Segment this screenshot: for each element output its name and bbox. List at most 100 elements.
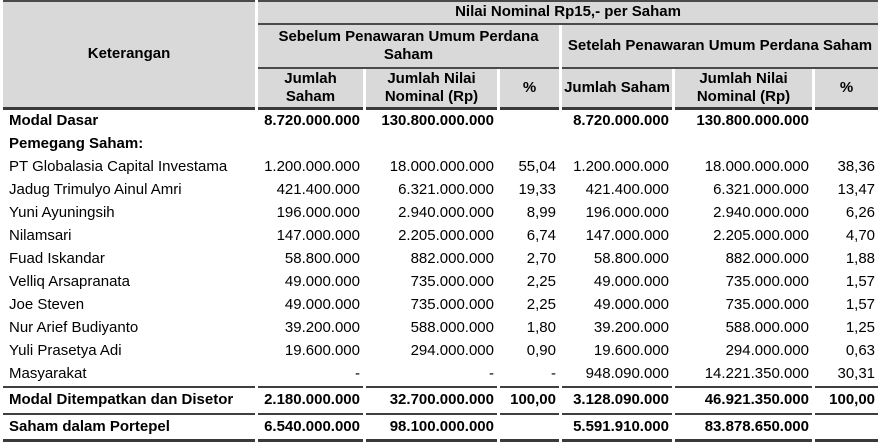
row-cell: 39.200.000 xyxy=(593,319,669,337)
row-cell: 19.600.000 xyxy=(593,342,669,360)
table-row: Fuad Iskandar 58.800.000 882.000.000 2,7… xyxy=(3,248,878,271)
row-cell: 735.000.000 xyxy=(410,273,494,291)
row-label: Nur Arief Budiyanto xyxy=(9,319,139,337)
table-row: PT Globalasia Capital Investama 1.200.00… xyxy=(3,156,878,179)
row-cell: 2,70 xyxy=(526,250,556,268)
table-row: Nilamsari 147.000.000 2.205.000.000 6,74… xyxy=(3,225,878,248)
row-cell: 1.200.000.000 xyxy=(573,158,669,176)
before-jumlah-saham-header: Jumlah Saham xyxy=(258,69,363,110)
row-cell xyxy=(815,110,878,133)
row-cell: 735.000.000 xyxy=(725,273,809,291)
after-jumlah-nominal-header: Jumlah Nilai Nominal (Rp) xyxy=(675,69,812,110)
row-cell: 6,26 xyxy=(845,204,876,222)
table-row: Pemegang Saham: xyxy=(3,133,878,156)
row-cell: 49.000.000 xyxy=(593,296,669,314)
table-row: Velliq Arsapranata 49.000.000 735.000.00… xyxy=(3,271,878,294)
row-label: Masyarakat xyxy=(9,365,87,383)
table-body: Modal Dasar 8.720.000.000 130.800.000.00… xyxy=(3,110,879,442)
row-cell: 1,57 xyxy=(845,296,876,314)
row-cell: 30,31 xyxy=(837,365,876,383)
row-cell: - xyxy=(489,365,494,383)
row-cell: 588.000.000 xyxy=(410,319,494,337)
row-cell xyxy=(258,133,363,156)
row-cell: 4,70 xyxy=(845,227,876,245)
row-label: Modal Dasar xyxy=(9,112,99,130)
row-label: Fuad Iskandar xyxy=(9,250,105,268)
row-cell: 2.180.000.000 xyxy=(258,386,363,415)
row-cell: 19,33 xyxy=(518,181,556,199)
row-cell: - xyxy=(551,365,556,383)
row-cell xyxy=(562,133,672,156)
row-cell: 882.000.000 xyxy=(725,250,809,268)
keterangan-header: Keterangan xyxy=(3,0,255,110)
after-percent-header: % xyxy=(815,69,879,110)
row-cell: 1,25 xyxy=(845,319,876,337)
row-cell: 13,47 xyxy=(837,181,876,199)
row-cell: 49.000.000 xyxy=(284,273,360,291)
row-cell: 6.321.000.000 xyxy=(713,181,809,199)
row-label: Pemegang Saham: xyxy=(9,135,144,153)
row-label: Saham dalam Portepel xyxy=(3,415,255,442)
row-cell: 46.921.350.000 xyxy=(675,386,812,415)
table-row: Jadug Trimulyo Ainul Amri 421.400.000 6.… xyxy=(3,179,878,202)
row-cell xyxy=(675,133,812,156)
table-row: Modal Dasar 8.720.000.000 130.800.000.00… xyxy=(3,110,878,133)
row-cell xyxy=(366,133,497,156)
row-cell: 735.000.000 xyxy=(410,296,494,314)
row-cell: 196.000.000 xyxy=(585,204,669,222)
row-label: Jadug Trimulyo Ainul Amri xyxy=(9,181,182,199)
row-cell: 1,88 xyxy=(845,250,876,268)
row-cell: 18.000.000.000 xyxy=(389,158,494,176)
row-cell: 19.600.000 xyxy=(284,342,360,360)
row-cell: 147.000.000 xyxy=(585,227,669,245)
row-cell: 421.400.000 xyxy=(585,181,669,199)
row-cell: 2.205.000.000 xyxy=(398,227,494,245)
row-cell: 58.800.000 xyxy=(284,250,360,268)
row-label: PT Globalasia Capital Investama xyxy=(9,158,228,176)
row-cell: 8.720.000.000 xyxy=(573,112,669,130)
row-cell: 55,04 xyxy=(518,158,556,176)
row-cell: 6.321.000.000 xyxy=(398,181,494,199)
row-cell: 130.800.000.000 xyxy=(381,112,494,130)
row-cell: 18.000.000.000 xyxy=(704,158,809,176)
row-cell: 2.940.000.000 xyxy=(398,204,494,222)
row-cell: 32.700.000.000 xyxy=(366,386,497,415)
row-cell: 2,25 xyxy=(526,273,556,291)
before-percent-header: % xyxy=(500,69,559,110)
row-label: Modal Ditempatkan dan Disetor xyxy=(3,386,255,415)
row-cell: 8.720.000.000 xyxy=(264,112,360,130)
row-cell: 294.000.000 xyxy=(410,342,494,360)
row-cell: 882.000.000 xyxy=(410,250,494,268)
row-cell: 1.200.000.000 xyxy=(264,158,360,176)
before-jumlah-nominal-header: Jumlah Nilai Nominal (Rp) xyxy=(366,69,497,110)
row-cell: 2.205.000.000 xyxy=(713,227,809,245)
row-cell: 49.000.000 xyxy=(593,273,669,291)
after-ipo-group-header: Setelah Penawaran Umum Perdana Saham xyxy=(562,25,879,69)
row-cell xyxy=(500,133,559,156)
row-cell xyxy=(815,133,878,156)
row-cell: 147.000.000 xyxy=(276,227,360,245)
row-cell: 130.800.000.000 xyxy=(696,112,809,130)
row-cell: 196.000.000 xyxy=(276,204,360,222)
row-cell: 49.000.000 xyxy=(284,296,360,314)
row-cell: 83.878.650.000 xyxy=(675,415,812,442)
row-cell: 8,99 xyxy=(526,204,556,222)
row-cell: 735.000.000 xyxy=(725,296,809,314)
table-row: Modal Ditempatkan dan Disetor 2.180.000.… xyxy=(3,386,879,415)
table-row: Joe Steven 49.000.000 735.000.000 2,25 4… xyxy=(3,294,878,317)
row-cell xyxy=(500,110,559,133)
row-cell: 294.000.000 xyxy=(725,342,809,360)
row-cell: 100,00 xyxy=(815,386,879,415)
table-row: Saham dalam Portepel 6.540.000.000 98.10… xyxy=(3,415,879,442)
row-cell: 948.090.000 xyxy=(585,365,669,383)
row-cell: 39.200.000 xyxy=(284,319,360,337)
row-label: Joe Steven xyxy=(9,296,85,314)
row-cell: 58.800.000 xyxy=(593,250,669,268)
row-label: Yuli Prasetya Adi xyxy=(9,342,122,360)
row-cell: 1,80 xyxy=(526,319,556,337)
row-cell: 5.591.910.000 xyxy=(562,415,672,442)
table-row: Masyarakat - - - 948.090.000 14.221.350.… xyxy=(3,363,878,386)
row-cell: 421.400.000 xyxy=(276,181,360,199)
table-row: Yuli Prasetya Adi 19.600.000 294.000.000… xyxy=(3,340,878,363)
